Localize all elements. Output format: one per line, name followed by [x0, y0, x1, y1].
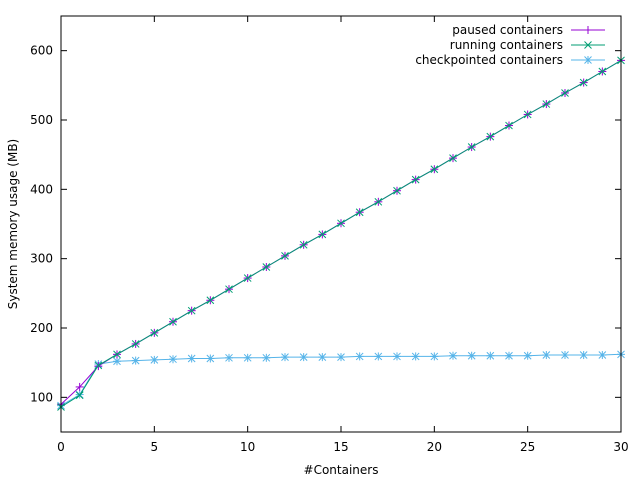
data-point [523, 351, 532, 360]
data-point [131, 356, 140, 365]
y-tick-label: 200 [30, 321, 53, 335]
data-point [411, 352, 420, 361]
data-point [579, 351, 588, 360]
data-point [598, 351, 607, 360]
x-tick-label: 30 [613, 440, 628, 454]
x-axis-label: #Containers [304, 463, 379, 477]
data-point [318, 353, 327, 362]
y-tick-label: 400 [30, 182, 53, 196]
plot-area [57, 56, 625, 411]
data-point [225, 353, 233, 362]
y-axis-label: System memory usage (MB) [6, 139, 20, 310]
data-point [113, 350, 121, 359]
data-point [393, 352, 401, 361]
data-point [523, 110, 532, 119]
data-point [169, 355, 177, 364]
data-point [225, 285, 233, 294]
data-point [374, 352, 383, 361]
axis-ticks: 0 5 10 15 20 25 30 100 200 300 400 500 600 [30, 16, 629, 454]
data-point [281, 252, 289, 260]
data-point [281, 353, 289, 362]
data-point [150, 328, 159, 337]
data-point [187, 354, 196, 363]
x-tick-label: 25 [520, 440, 535, 454]
y-tick-label: 300 [30, 252, 53, 266]
data-point [486, 132, 495, 141]
data-point [449, 154, 457, 162]
data-point [467, 351, 476, 360]
data-point [505, 121, 513, 130]
data-point [542, 351, 551, 360]
data-point [355, 352, 364, 361]
series-line [60, 59, 622, 405]
data-point [150, 355, 159, 364]
legend-label: paused containers [452, 23, 563, 37]
legend-marker [584, 41, 592, 49]
data-point [579, 78, 588, 87]
x-tick-label: 0 [57, 440, 65, 454]
data-point [430, 165, 439, 174]
data-point [337, 353, 345, 362]
data-point [262, 353, 271, 362]
x-tick-label: 5 [151, 440, 159, 454]
data-point [486, 351, 495, 360]
x-tick-label: 10 [240, 440, 255, 454]
data-point [75, 382, 84, 391]
y-tick-label: 500 [30, 113, 53, 127]
data-point [169, 317, 177, 326]
data-point [75, 391, 84, 400]
data-point [411, 175, 420, 184]
data-point [206, 296, 215, 305]
legend-label: running containers [450, 38, 563, 52]
data-point [561, 351, 569, 360]
data-point [131, 340, 140, 348]
data-point [449, 351, 457, 360]
data-point [262, 263, 271, 271]
data-point [318, 230, 327, 239]
data-point [374, 197, 383, 206]
x-tick-label: 20 [427, 440, 442, 454]
y-tick-label: 100 [30, 390, 53, 404]
data-point [393, 186, 401, 195]
data-point [337, 219, 345, 228]
data-point [355, 208, 364, 217]
data-point [505, 351, 513, 360]
data-point [113, 357, 121, 366]
x-tick-label: 15 [333, 440, 348, 454]
data-point [299, 353, 308, 362]
data-point [94, 361, 103, 370]
data-point [206, 354, 215, 363]
data-point [598, 67, 607, 76]
data-point [243, 353, 252, 362]
series-line [60, 353, 622, 407]
data-point [243, 274, 252, 282]
data-point [430, 352, 439, 361]
data-point [187, 306, 196, 315]
legend-marker [584, 26, 592, 34]
data-point [467, 143, 476, 151]
data-point [561, 89, 569, 97]
legend-marker [584, 56, 592, 64]
data-point [542, 100, 551, 108]
data-point [299, 240, 308, 249]
legend-label: checkpointed containers [415, 53, 563, 67]
y-tick-label: 600 [30, 44, 53, 58]
